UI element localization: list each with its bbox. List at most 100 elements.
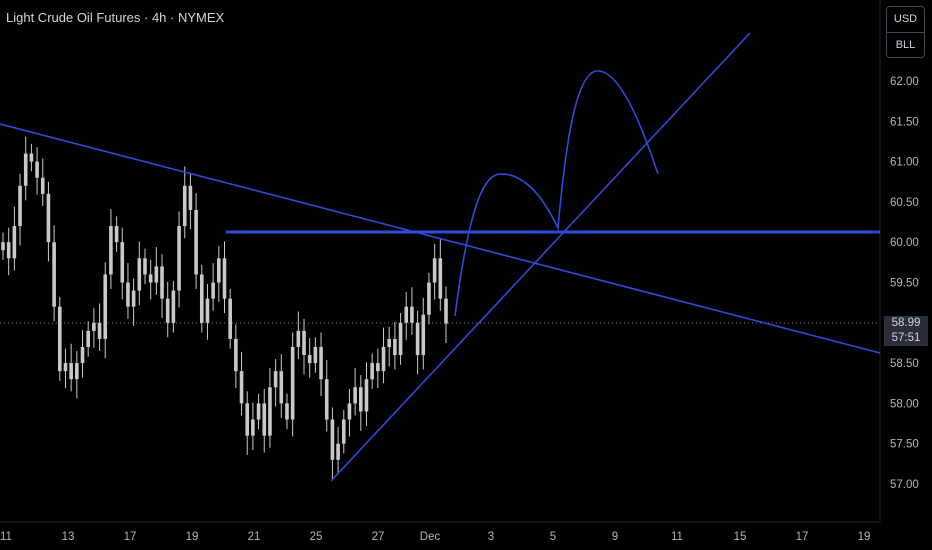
candle-body bbox=[319, 346, 323, 380]
time-tick-label: 25 bbox=[310, 531, 323, 543]
time-tick-label: 19 bbox=[186, 531, 199, 543]
candle-body bbox=[57, 306, 62, 372]
candle-body bbox=[307, 355, 312, 364]
candle-body bbox=[376, 363, 380, 372]
candle-body bbox=[46, 193, 51, 243]
candle-body bbox=[432, 258, 437, 283]
drawings-group[interactable] bbox=[0, 32, 881, 482]
chart-title: Light Crude Oil Futures · 4h · NYMEX bbox=[6, 10, 225, 25]
candle-body bbox=[217, 258, 221, 283]
candle-body bbox=[23, 153, 28, 186]
candle-body bbox=[415, 322, 420, 356]
candle-body bbox=[109, 226, 113, 275]
candle-body bbox=[29, 153, 34, 162]
candle-body bbox=[18, 185, 22, 227]
candle-body bbox=[285, 403, 289, 420]
candle-body bbox=[75, 363, 79, 380]
candle-body bbox=[143, 258, 147, 275]
time-tick-label: 27 bbox=[372, 531, 385, 543]
candle-body bbox=[234, 338, 238, 372]
candle-body bbox=[165, 298, 170, 323]
candle-body bbox=[120, 242, 125, 283]
time-axis[interactable]: 11 13 17 19 21 25 27 Dec 3 5 9 11 15 17 19 bbox=[0, 531, 870, 543]
ascending-trendline[interactable] bbox=[330, 32, 751, 482]
candle-body bbox=[40, 177, 45, 194]
descending-trendline[interactable] bbox=[0, 123, 881, 354]
unit-selector[interactable]: USD BLL bbox=[886, 6, 925, 58]
candle-body bbox=[239, 371, 244, 404]
candle-body bbox=[245, 403, 250, 436]
candle-body bbox=[421, 314, 426, 356]
time-tick-label: 11 bbox=[0, 531, 12, 543]
candle-body bbox=[80, 346, 85, 364]
candle-body bbox=[273, 371, 278, 388]
time-tick-label: 5 bbox=[550, 531, 556, 543]
candle-body bbox=[341, 419, 346, 444]
candle-body bbox=[387, 338, 392, 347]
candle-body bbox=[444, 298, 448, 324]
candles-group bbox=[1, 136, 448, 480]
candle-body bbox=[35, 161, 39, 178]
candle-body bbox=[336, 443, 340, 460]
time-tick-label: 17 bbox=[124, 531, 137, 543]
candle-body bbox=[353, 387, 357, 404]
candle-body bbox=[296, 330, 301, 347]
candle-body bbox=[6, 242, 11, 259]
candle-body bbox=[92, 322, 96, 331]
price-tick-label: 61.50 bbox=[890, 116, 919, 128]
candle-body bbox=[137, 258, 142, 291]
time-tick-label: 11 bbox=[671, 531, 683, 543]
price-tick-label: 62.00 bbox=[890, 76, 919, 88]
candle-body bbox=[410, 306, 414, 323]
time-tick-label: 9 bbox=[612, 531, 618, 543]
candle-body bbox=[262, 403, 267, 436]
last-price-tag: 58.99 bbox=[884, 316, 928, 331]
unit-label[interactable]: BLL bbox=[895, 39, 916, 51]
candle-body bbox=[393, 338, 397, 356]
projected-price-path[interactable] bbox=[454, 70, 659, 317]
price-tick-label: 58.50 bbox=[890, 358, 919, 370]
candle-body bbox=[148, 274, 153, 283]
candle-body bbox=[126, 282, 130, 307]
candle-body bbox=[268, 387, 272, 436]
price-tick-label: 57.50 bbox=[890, 439, 919, 451]
candle-body bbox=[12, 226, 17, 259]
candle-body bbox=[370, 363, 374, 380]
candle-body bbox=[364, 379, 369, 412]
candle-body bbox=[103, 274, 108, 339]
candle-body bbox=[86, 330, 90, 347]
candle-body bbox=[324, 379, 329, 420]
candle-body bbox=[279, 371, 284, 404]
candle-body bbox=[302, 330, 306, 356]
candle-body bbox=[228, 298, 232, 339]
candle-body bbox=[404, 306, 409, 323]
candle-body bbox=[398, 322, 403, 356]
candle-body bbox=[199, 274, 204, 323]
candle-body bbox=[256, 403, 261, 420]
candle-body bbox=[438, 258, 443, 299]
time-tick-label: 13 bbox=[62, 531, 75, 543]
time-tick-label: 19 bbox=[858, 531, 871, 543]
candle-body bbox=[131, 290, 136, 307]
candle-body bbox=[182, 185, 187, 227]
time-tick-label: 15 bbox=[734, 531, 747, 543]
candle-body bbox=[1, 242, 5, 251]
candle-body bbox=[52, 242, 56, 307]
candle-body bbox=[194, 209, 198, 275]
price-tick-label: 57.00 bbox=[890, 479, 919, 491]
currency-label[interactable]: USD bbox=[893, 13, 918, 25]
candle-body bbox=[177, 226, 181, 291]
candle-body bbox=[222, 258, 227, 299]
candle-body bbox=[69, 363, 73, 380]
price-axis[interactable]: 62.0061.5061.0060.5060.0059.5059.0058.50… bbox=[890, 76, 919, 491]
candle-body bbox=[188, 185, 193, 210]
countdown-tag: 57:51 bbox=[884, 331, 928, 346]
candle-body bbox=[97, 322, 102, 339]
price-tick-label: 60.00 bbox=[890, 237, 919, 249]
time-tick-label: 3 bbox=[488, 531, 494, 543]
time-tick-label: 21 bbox=[248, 531, 261, 543]
candle-body bbox=[171, 290, 176, 323]
unit-divider bbox=[887, 32, 924, 33]
price-tick-label: 60.50 bbox=[890, 197, 919, 209]
